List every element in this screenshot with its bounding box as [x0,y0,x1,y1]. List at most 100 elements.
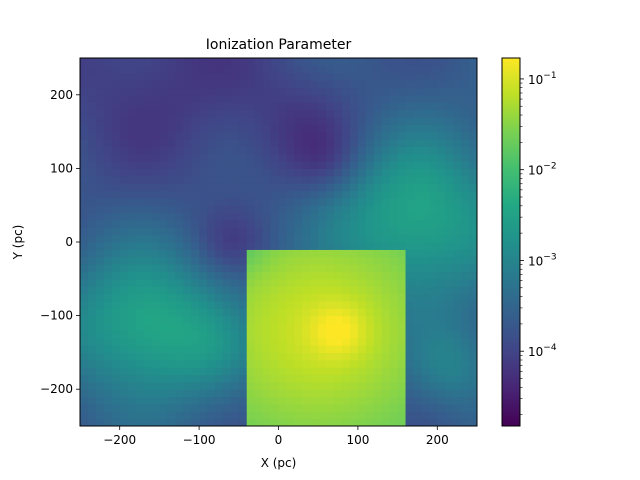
heatmap-cell [469,58,477,66]
heatmap-cell [365,168,375,177]
heatmap-cell [445,94,454,103]
heatmap-cell [381,146,391,155]
heatmap-cell [421,322,430,331]
heatmap-cell [254,389,264,398]
heatmap-cell [357,322,367,331]
heatmap-cell [95,116,105,125]
heatmap-cell [342,102,351,111]
heatmap-cell [222,183,232,192]
heatmap-cell [365,161,375,169]
heatmap-cell [421,72,430,81]
heatmap-cell [262,87,272,96]
heatmap-cell [175,264,184,273]
heatmap-cell [151,109,160,118]
heatmap-cell [111,116,121,125]
heatmap-cell [445,161,454,169]
heatmap-cell [230,102,240,111]
heatmap-cell [294,249,303,258]
heatmap-cell [349,293,359,302]
heatmap-cell [349,271,359,280]
heatmap-cell [87,374,97,383]
heatmap-cell [87,227,97,236]
heatmap-cell [349,352,359,361]
heatmap-cell [381,418,391,426]
heatmap-cell [445,72,454,81]
heatmap-cell [246,161,256,169]
heatmap-cell [191,212,200,221]
heatmap-cell [349,168,359,177]
heatmap-cell [421,396,430,405]
heatmap-cell [278,168,288,177]
heatmap-cell [199,300,208,309]
heatmap-cell [207,286,216,295]
heatmap-cell [286,58,295,66]
heatmap-cell [119,80,129,89]
heatmap-cell [397,234,407,243]
heatmap-cell [87,403,97,412]
y-tick-label: 100 [50,161,73,175]
heatmap-cell [95,87,105,96]
heatmap-cell [429,308,438,317]
heatmap-cell [429,197,438,206]
heatmap-cell [87,389,97,398]
heatmap-cell [453,80,462,89]
heatmap-cell [389,58,399,66]
heatmap-cell [373,94,383,103]
heatmap-cell [199,72,208,81]
heatmap-cell [199,234,208,243]
heatmap-cell [445,102,454,111]
heatmap-cell [326,381,335,390]
heatmap-cell [111,337,121,346]
heatmap-cell [191,183,200,192]
heatmap-cell [310,212,319,221]
heatmap-cell [95,374,105,383]
heatmap-cell [294,337,303,346]
heatmap-cell [175,286,184,295]
heatmap-cell [437,153,446,162]
heatmap-cell [286,308,295,317]
heatmap-cell [349,153,359,162]
heatmap-cell [326,249,335,258]
heatmap-cell [461,418,470,426]
heatmap-cell [318,102,327,111]
heatmap-cell [222,80,232,89]
heatmap-cell [175,109,184,118]
heatmap-cell [103,80,113,89]
heatmap-cell [389,183,399,192]
heatmap-cell [334,300,343,309]
heatmap-cell [238,80,248,89]
heatmap-cell [95,389,105,398]
heatmap-cell [167,278,176,287]
heatmap-cell [405,374,415,383]
heatmap-cell [143,315,153,324]
heatmap-cell [111,374,121,383]
heatmap-cell [199,330,208,339]
heatmap-cell [286,146,295,155]
heatmap-cell [469,286,477,295]
heatmap-cell [238,161,248,169]
heatmap-cell [349,256,359,265]
heatmap-cell [214,116,224,125]
heatmap-cell [445,418,454,426]
heatmap-cell [405,293,415,302]
heatmap-cell [445,168,454,177]
heatmap-cell [111,278,121,287]
heatmap-cell [135,124,145,133]
heatmap-cell [80,389,89,398]
heatmap-cell [413,256,423,265]
heatmap-cell [270,72,280,81]
heatmap-cell [278,109,288,118]
heatmap-cell [230,389,240,398]
heatmap-cell [469,94,477,103]
heatmap-cell [191,242,200,250]
heatmap-cell [342,293,351,302]
colorbar-tick-label: 10−1 [528,71,557,87]
heatmap-cell [246,271,256,280]
heatmap-cell [167,131,176,140]
heatmap-cell [286,212,295,221]
heatmap-cell [119,87,129,96]
heatmap-cell [326,264,335,273]
heatmap-cell [254,80,264,89]
heatmap-cell [310,345,319,353]
heatmap-cell [421,168,430,177]
